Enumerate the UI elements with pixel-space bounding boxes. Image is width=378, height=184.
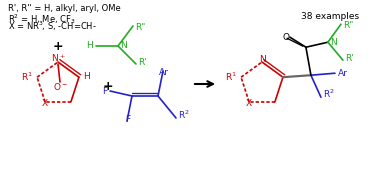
Text: Ar: Ar bbox=[159, 68, 169, 77]
Text: +: + bbox=[53, 40, 63, 52]
Text: R$^1$: R$^1$ bbox=[21, 71, 33, 83]
Text: N: N bbox=[259, 55, 265, 64]
Text: R$^2$: R$^2$ bbox=[323, 88, 335, 100]
Text: 38 examples: 38 examples bbox=[301, 12, 359, 21]
Text: R": R" bbox=[343, 21, 353, 30]
Text: F: F bbox=[125, 115, 130, 124]
Text: R$^2$ = H, Me, CF$_3$: R$^2$ = H, Me, CF$_3$ bbox=[8, 12, 76, 26]
Text: R': R' bbox=[345, 54, 354, 63]
Text: R": R" bbox=[135, 23, 146, 32]
Text: N: N bbox=[330, 38, 337, 47]
Text: R': R' bbox=[138, 58, 147, 67]
Text: N$^+$: N$^+$ bbox=[51, 52, 65, 64]
Text: X: X bbox=[246, 99, 252, 108]
Text: F: F bbox=[102, 86, 107, 95]
Text: O$^-$: O$^-$ bbox=[54, 81, 68, 92]
Text: N: N bbox=[120, 42, 127, 50]
Text: +: + bbox=[103, 79, 113, 93]
Text: X = NR$^3$, S, -CH=CH-: X = NR$^3$, S, -CH=CH- bbox=[8, 20, 97, 33]
Text: R', R'' = H, alkyl, aryl, OMe: R', R'' = H, alkyl, aryl, OMe bbox=[8, 4, 121, 13]
Text: R$^2$: R$^2$ bbox=[178, 109, 190, 121]
Text: X: X bbox=[42, 99, 48, 108]
Text: Ar: Ar bbox=[338, 69, 348, 78]
Text: R$^1$: R$^1$ bbox=[225, 71, 237, 83]
Text: H: H bbox=[83, 72, 90, 81]
Text: O: O bbox=[282, 33, 290, 42]
Text: H: H bbox=[86, 42, 93, 50]
